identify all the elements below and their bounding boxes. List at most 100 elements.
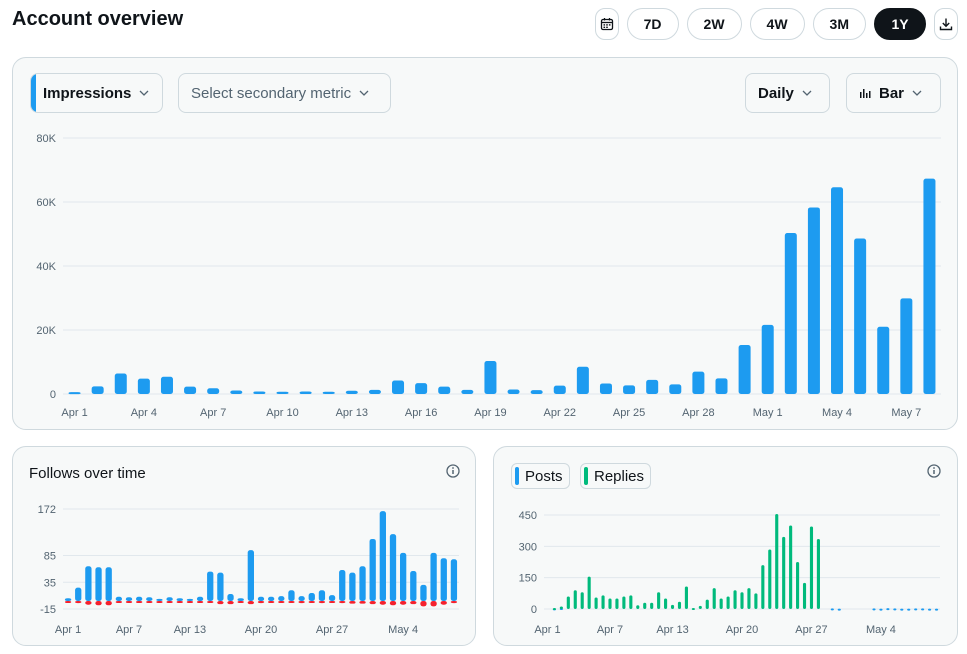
bar-unfollows [268, 600, 275, 603]
range-1y-button[interactable]: 1Y [874, 8, 926, 40]
range-3m-button[interactable]: 3M [812, 8, 866, 40]
impressions-card: Impressions Select secondary metric Dail… [12, 57, 958, 430]
bar-unfollows [136, 600, 143, 603]
bar-replies [608, 598, 612, 609]
range-7d-button[interactable]: 7D [626, 8, 679, 40]
bar-replies [636, 605, 640, 609]
bar-replies [712, 588, 716, 609]
bar-replies [809, 526, 814, 609]
x-tick-label: Apr 20 [726, 624, 758, 636]
bar-follows [349, 572, 356, 601]
bar-replies [775, 513, 779, 609]
bar-impressions [461, 389, 474, 394]
bar-posts [879, 608, 883, 611]
bar-impressions [392, 380, 405, 394]
legend-posts-label: Posts [525, 467, 563, 485]
bar-replies [670, 604, 675, 609]
bar-unfollows [247, 600, 254, 605]
download-button[interactable] [934, 8, 958, 40]
bar-unfollows [186, 600, 194, 603]
x-tick-label: May 4 [822, 407, 852, 419]
x-tick-label: Apr 7 [597, 624, 623, 636]
bar-unfollows [64, 600, 72, 603]
secondary-metric-dropdown[interactable]: Select secondary metric [178, 73, 391, 113]
bar-follows [227, 594, 234, 601]
x-tick-label: Apr 20 [245, 624, 277, 636]
bar-unfollows [146, 600, 153, 603]
bar-follows [339, 569, 346, 601]
bar-follows [440, 558, 447, 601]
primary-metric-label: Impressions [43, 84, 132, 102]
bar-posts [830, 608, 834, 611]
x-tick-label: Apr 28 [682, 407, 714, 419]
range-4w-button[interactable]: 4W [749, 8, 805, 40]
bar-replies [629, 595, 633, 609]
bar-impressions [923, 178, 936, 394]
bar-follows [95, 567, 102, 601]
bar-follows [75, 587, 82, 601]
y-tick-label: 0 [531, 604, 537, 616]
info-icon[interactable] [445, 463, 461, 479]
follows-title: Follows over time [29, 465, 146, 482]
bar-impressions [831, 187, 844, 394]
y-tick-label: 80K [36, 133, 56, 145]
bar-unfollows [369, 600, 376, 605]
bar-follows [430, 552, 437, 601]
bar-posts [886, 608, 890, 611]
bar-replies [657, 592, 661, 609]
x-tick-label: Apr 10 [266, 407, 298, 419]
bar-replies [573, 590, 577, 609]
bar-follows [237, 598, 244, 601]
bar-replies [601, 595, 605, 609]
y-tick-label: 35 [44, 577, 56, 589]
primary-metric-dropdown[interactable]: Impressions [30, 73, 163, 113]
info-icon[interactable] [926, 463, 942, 479]
bar-unfollows [196, 600, 204, 603]
bar-impressions [854, 238, 867, 394]
bar-posts [921, 608, 925, 611]
bar-replies [587, 576, 591, 609]
y-tick-label: -15 [40, 604, 56, 616]
x-tick-label: Apr 13 [174, 624, 206, 636]
bar-replies [650, 602, 654, 609]
bar-unfollows [440, 600, 447, 605]
bar-replies [733, 590, 737, 609]
chart-type-dropdown[interactable]: Bar [846, 73, 941, 113]
date-range-selector: 7D 2W 4W 3M 1Y [594, 8, 958, 40]
bar-posts [900, 608, 904, 611]
bar-impressions [484, 361, 497, 394]
bar-replies [726, 596, 730, 609]
bar-unfollows [227, 600, 234, 605]
legend-replies-label: Replies [594, 467, 645, 485]
x-tick-label: Apr 1 [61, 407, 87, 419]
bar-posts [934, 608, 939, 611]
bar-posts [907, 608, 911, 611]
bar-follows [308, 592, 315, 601]
bar-impressions [900, 298, 913, 394]
bar-impressions [184, 386, 197, 394]
y-tick-label: 450 [519, 510, 537, 522]
bar-unfollows [237, 600, 244, 603]
bar-unfollows [410, 600, 417, 605]
bar-follows [369, 538, 376, 601]
x-tick-label: Apr 1 [534, 624, 560, 636]
bar-follows [389, 534, 397, 601]
x-tick-label: Apr 19 [474, 407, 506, 419]
bar-impressions [623, 385, 636, 394]
bar-impressions [207, 388, 220, 394]
x-tick-label: May 7 [891, 407, 921, 419]
bar-impressions [137, 378, 150, 394]
range-2w-button[interactable]: 2W [686, 8, 742, 40]
legend-replies[interactable]: Replies [580, 463, 652, 489]
x-tick-label: Apr 22 [544, 407, 576, 419]
y-tick-label: 60K [36, 197, 56, 209]
legend-posts[interactable]: Posts [511, 463, 570, 489]
calendar-button[interactable] [594, 8, 619, 40]
granularity-dropdown[interactable]: Daily [745, 73, 830, 113]
bar-replies [552, 607, 556, 610]
bar-chart-icon [860, 89, 871, 98]
bar-follows [115, 596, 122, 601]
bar-unfollows [318, 600, 326, 604]
bar-unfollows [115, 600, 122, 603]
bar-replies [594, 597, 598, 609]
